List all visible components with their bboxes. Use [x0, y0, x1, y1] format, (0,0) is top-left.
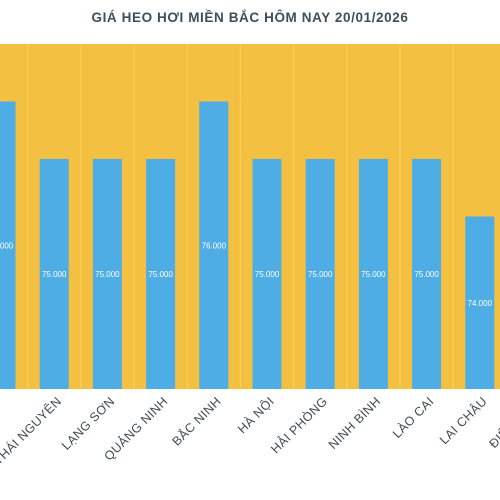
bar: [252, 159, 282, 389]
bar: [358, 159, 388, 389]
bar: [0, 101, 16, 389]
data-label: 75.000: [361, 270, 386, 279]
category-tick-label: HÀ NỘI: [234, 394, 277, 437]
bar: [39, 159, 69, 389]
data-label: 75.000: [255, 270, 280, 279]
data-label: 75.000: [148, 270, 173, 279]
category-tick-label: NINH BÌNH: [325, 394, 383, 452]
bar: [412, 159, 442, 389]
data-label: 75.000: [308, 270, 333, 279]
bar: [92, 159, 122, 389]
chart-title: GIÁ HEO HƠI MIỀN BẮC HÔM NAY 20/01/2026: [91, 10, 409, 25]
bar: [305, 159, 335, 389]
data-label: 75.000: [95, 270, 120, 279]
bars: [0, 101, 495, 389]
column-dividers: [27, 44, 454, 389]
bar: [465, 216, 495, 389]
data-labels: 76.000 75.000 75.000 75.000 76.000 75.000 75.0…: [0, 241, 493, 308]
data-label: 74.000: [468, 299, 493, 308]
data-label: 75.000: [42, 270, 67, 279]
category-tick-label: HẢI PHÒNG: [268, 394, 331, 457]
data-label: 75.000: [414, 270, 439, 279]
category-tick-label: BẮC NINH: [169, 394, 224, 449]
category-tick-label: LAI CHÂU: [436, 394, 490, 448]
bar: [199, 101, 229, 389]
category-tick-label: LÀO CAI: [389, 394, 436, 441]
data-label: 76.000: [0, 241, 14, 250]
data-label: 76.000: [202, 241, 227, 250]
category-tick-label: THÁI NGUYÊN: [0, 394, 64, 468]
category-tick-label: LẠNG SƠN: [59, 394, 118, 453]
bar: [146, 159, 176, 389]
